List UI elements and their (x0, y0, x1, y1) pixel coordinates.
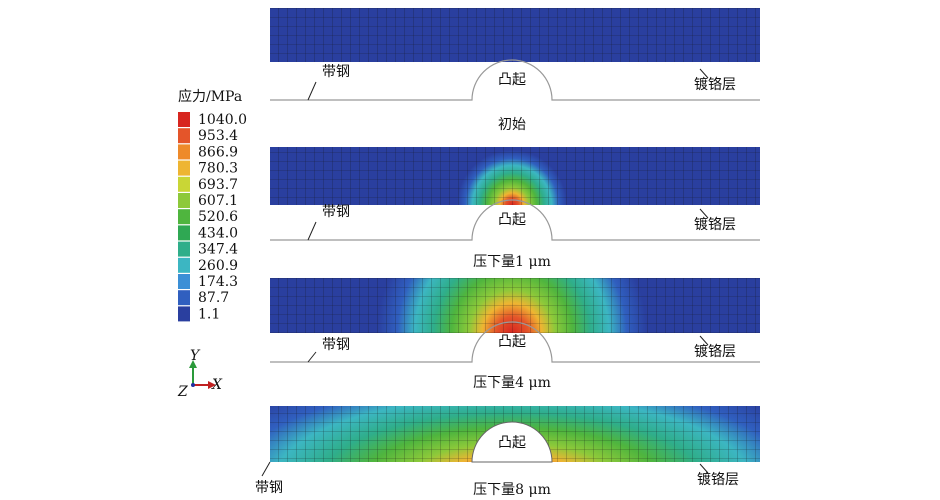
legend-swatch (178, 160, 190, 176)
leader-line (699, 68, 709, 79)
legend-swatch (178, 306, 190, 322)
mesh (270, 278, 760, 333)
strip-outline (270, 321, 760, 363)
coating-label: 镀铬层 (697, 471, 739, 488)
caption: 压下量8 μm (473, 482, 551, 498)
legend-label: 780.3 (198, 161, 238, 177)
legend-label: 1040.0 (198, 112, 247, 128)
legend-swatch (178, 176, 190, 192)
legend-swatch (178, 274, 190, 289)
coating-label: 镀铬层 (694, 216, 736, 233)
legend-title: 应力/MPa (178, 88, 242, 105)
strip-outline (270, 199, 760, 241)
axis-triad (189, 360, 216, 389)
legend-label: 1.1 (198, 306, 220, 322)
legend-swatch (178, 225, 190, 241)
leader-line (307, 81, 317, 101)
strip-label: 带钢 (322, 337, 350, 353)
legend-swatch (178, 257, 190, 273)
leader-line (307, 221, 317, 241)
coating-label: 镀铬层 (694, 343, 736, 360)
leader-line (261, 461, 271, 477)
bump-label: 凸起 (498, 72, 526, 88)
caption: 压下量4 μm (473, 375, 551, 391)
strip-label: 带钢 (322, 64, 350, 80)
mesh (270, 8, 760, 62)
legend-swatch (178, 112, 190, 127)
legend-swatch (178, 290, 190, 306)
legend-swatch (178, 144, 190, 160)
mesh (270, 147, 760, 205)
legend-label: 520.6 (198, 209, 238, 225)
legend-label: 866.9 (198, 144, 238, 160)
legend-swatch (178, 128, 190, 144)
bump-label: 凸起 (498, 334, 526, 350)
coating-label: 镀铬层 (694, 76, 736, 93)
legend-label: 953.4 (198, 128, 238, 144)
legend-label: 607.1 (198, 193, 238, 209)
legend-swatch (178, 241, 190, 257)
axis-z: Z (177, 384, 188, 400)
legend-swatch (178, 193, 190, 208)
legend-label: 260.9 (198, 258, 238, 274)
legend-swatch (178, 209, 190, 225)
strip-label: 带钢 (255, 480, 283, 496)
leader-line (699, 208, 709, 219)
legend-label: 347.4 (198, 242, 238, 258)
caption: 初始 (498, 116, 526, 133)
caption: 压下量1 μm (473, 254, 551, 270)
axis-y: Y (190, 348, 201, 364)
leader-line (307, 351, 317, 363)
legend-label: 87.7 (198, 290, 229, 306)
bump (471, 421, 553, 463)
strip-label: 带钢 (322, 204, 350, 220)
strip-outline (270, 59, 760, 101)
legend-label: 174.3 (198, 274, 238, 290)
leader-line (699, 463, 709, 474)
leader-line (699, 335, 709, 346)
bump-label: 凸起 (498, 435, 526, 451)
bump-label: 凸起 (498, 212, 526, 228)
axis-x: X (211, 377, 223, 393)
legend-label: 434.0 (198, 225, 238, 241)
legend-label: 693.7 (198, 177, 238, 193)
